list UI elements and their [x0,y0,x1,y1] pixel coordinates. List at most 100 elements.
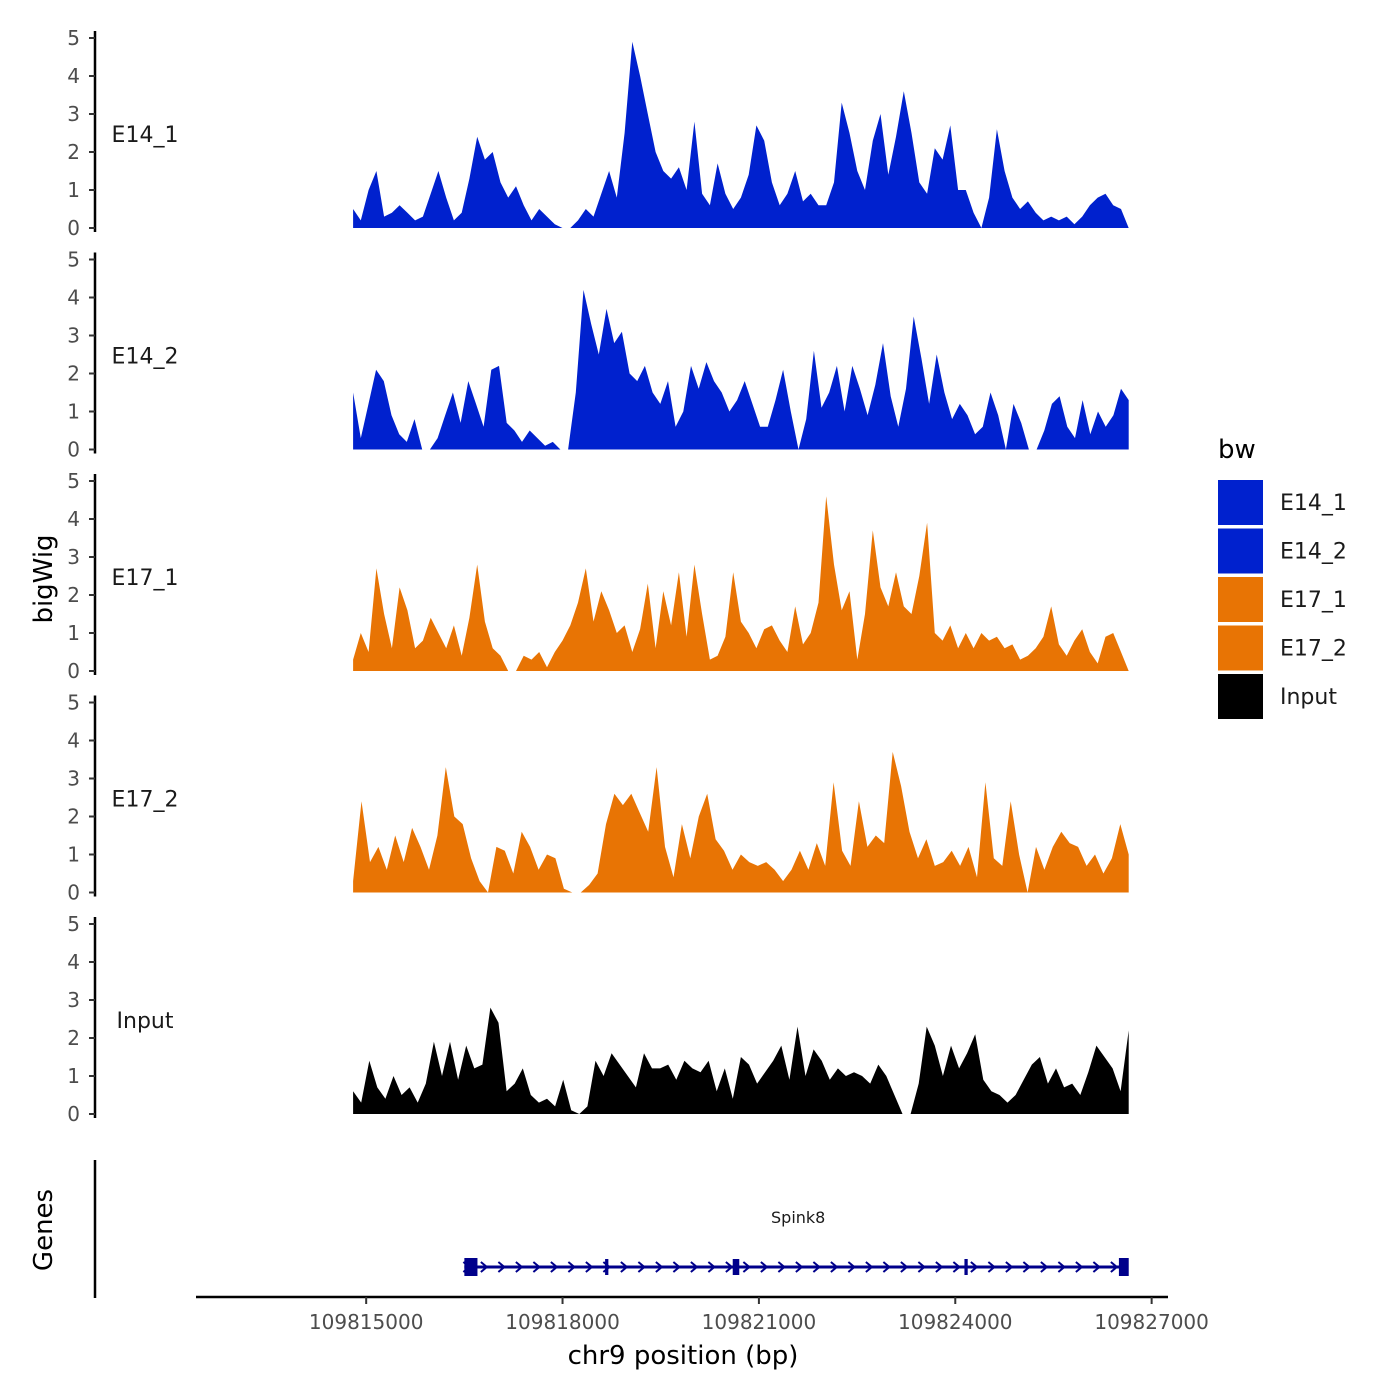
strand-arrow [1110,1261,1119,1273]
legend-swatch-e14-1 [1218,480,1263,525]
track-input: 0 1 2 3 4 5 Input [67,912,1129,1126]
strand-arrow [847,1261,856,1273]
strand-arrow [725,1261,734,1273]
strand-arrow [567,1261,576,1273]
x-tick-label: 109821000 [702,1310,817,1334]
coverage-area-e17-2 [353,751,1129,893]
exon [732,1259,740,1275]
strand-arrow [865,1261,874,1273]
strand-arrow [970,1261,979,1273]
legend-label-e14-2: E14_2 [1280,540,1347,565]
y-tick-label: 0 [67,659,80,683]
strand-arrow [987,1261,996,1273]
strand-arrow [1092,1261,1101,1273]
legend-label-e17-1: E17_1 [1280,588,1347,613]
strand-arrow [777,1261,786,1273]
coverage-area-e14-2 [353,289,1129,450]
track-label-e17-1: E17_1 [112,566,179,591]
y-tick-label: 4 [67,64,80,88]
legend-swatch-e14-2 [1218,528,1263,574]
strand-arrow [917,1261,926,1273]
y-tick-label: 1 [67,400,80,424]
strand-arrow [1005,1261,1014,1273]
strand-arrow [655,1261,664,1273]
legend-label-input: Input [1280,685,1337,710]
strand-arrow [690,1261,699,1273]
legend: bw E14_1 E14_2 E17_1 E17_2 Input [1218,435,1347,719]
y-tick-label: 5 [67,912,80,936]
y-tick-label: 5 [67,691,80,715]
x-axis: 109815000 109818000 109821000 109824000 1098… [196,1295,1209,1334]
strand-arrow [550,1261,559,1273]
strand-arrow [637,1261,646,1273]
y-tick-label: 3 [67,324,80,348]
y-axis-title: bigWig [29,534,59,623]
track-label-e14-1: E14_1 [112,123,179,148]
strand-arrow [795,1261,804,1273]
coverage-area-input [353,1007,1129,1114]
y-tick-label: 5 [67,248,80,272]
gene-spink8: Spink8 [462,1208,1129,1276]
track-label-e17-2: E17_2 [112,788,179,813]
track-e17-2: 0 1 2 3 4 5 E17_2 [67,691,1129,905]
y-tick-label: 0 [67,881,80,905]
track-label-e14-2: E14_2 [112,345,179,370]
gene-label-spink8: Spink8 [771,1208,825,1227]
strand-arrow [497,1261,506,1273]
y-tick-label: 2 [67,140,80,164]
track-e17-1: 0 1 2 3 4 5 E17_1 [67,469,1129,683]
exon [964,1259,968,1275]
y-tick-label: 4 [67,507,80,531]
strand-arrow [900,1261,909,1273]
legend-swatch-input [1218,674,1263,719]
strand-arrow [882,1261,891,1273]
legend-swatch-e17-1 [1218,577,1263,622]
y-tick-label: 2 [67,362,80,386]
y-tick-label: 4 [67,950,80,974]
track-label-input: Input [117,1009,174,1034]
strand-arrow [952,1261,961,1273]
y-tick-label: 1 [67,621,80,645]
legend-swatch-e17-2 [1218,625,1263,671]
y-tick-label: 1 [67,178,80,202]
y-tick-label: 4 [67,729,80,753]
gene-track: Genes Spink8 [29,1160,1129,1298]
legend-label-e14-1: E14_1 [1280,491,1347,516]
strand-arrow [1040,1261,1049,1273]
exon [1118,1258,1129,1276]
y-tick-label: 0 [67,438,80,462]
y-tick-label: 4 [67,286,80,310]
track-e14-1: 0 1 2 3 4 5 E14_1 [67,26,1129,240]
legend-title: bw [1218,435,1256,465]
track-e14-2: 0 1 2 3 4 5 E14_2 [67,248,1129,462]
strand-arrow [707,1261,716,1273]
coverage-area-e14-1 [353,41,1129,228]
strand-arrow [515,1261,524,1273]
strand-arrow [830,1261,839,1273]
y-tick-label: 3 [67,767,80,791]
y-tick-label: 0 [67,1102,80,1126]
strand-arrow [742,1261,751,1273]
x-tick-label: 109818000 [505,1310,620,1334]
legend-label-e17-2: E17_2 [1280,637,1347,662]
y-tick-label: 3 [67,988,80,1012]
strand-arrow [812,1261,821,1273]
coverage-area-e17-1 [353,496,1129,671]
strand-arrow [480,1261,489,1273]
x-tick-label: 109824000 [898,1310,1013,1334]
strand-arrow [1057,1261,1066,1273]
strand-arrow [1075,1261,1084,1273]
strand-arrow [585,1261,594,1273]
strand-arrow [760,1261,769,1273]
strand-arrow [620,1261,629,1273]
exon [605,1259,609,1275]
y-tick-label: 1 [67,1064,80,1088]
strand-arrow [1022,1261,1031,1273]
y-tick-label: 3 [67,545,80,569]
strand-arrow [532,1261,541,1273]
y-tick-label: 2 [67,805,80,829]
y-tick-label: 3 [67,102,80,126]
x-tick-label: 109815000 [309,1310,424,1334]
y-tick-label: 1 [67,843,80,867]
